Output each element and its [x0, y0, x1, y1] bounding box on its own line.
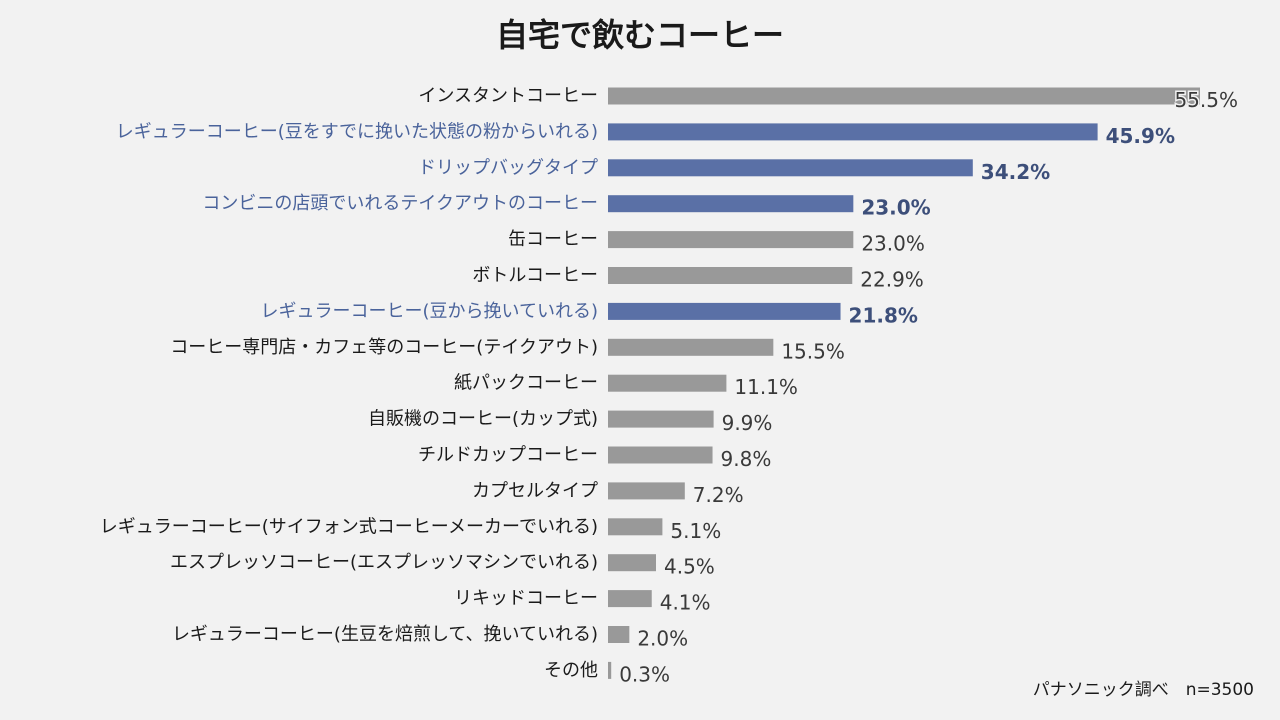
category-label: リキッドコーヒー [454, 588, 598, 609]
category-label: ドリップバッグタイプ [418, 157, 598, 178]
value-label: 0.3% [619, 662, 670, 686]
bar [608, 482, 685, 500]
bar [608, 123, 1098, 141]
category-label: 紙パックコーヒー [454, 373, 598, 394]
value-label: 45.9% [1106, 124, 1175, 148]
bar [608, 554, 656, 572]
category-label: その他 [544, 660, 598, 681]
bar [608, 267, 853, 284]
value-label: 22.9% [860, 268, 924, 292]
category-label: ボトルコーヒー [472, 265, 598, 286]
bar [608, 159, 973, 177]
category-label: コンビニの店頭でいれるテイクアウトのコーヒー [202, 193, 598, 214]
bar [608, 626, 630, 643]
value-label: 9.8% [721, 447, 772, 471]
category-label: チルドカップコーヒー [418, 445, 598, 466]
bar [608, 661, 612, 679]
value-label: 15.5% [781, 339, 845, 363]
category-label: 缶コーヒー [508, 229, 598, 250]
category-label: レギュラーコーヒー(豆をすでに挽いた状態の粉からいれる) [116, 121, 598, 142]
source-note: パナソニック調べ n=3500 [1032, 680, 1254, 700]
bar [608, 87, 1200, 105]
category-label: レギュラーコーヒー(生豆を焙煎して、挽いていれる) [172, 624, 598, 645]
bar [608, 410, 714, 428]
value-label: 55.5% [1174, 88, 1238, 112]
value-label: 7.2% [693, 483, 744, 507]
bar [608, 195, 854, 213]
value-label: 21.8% [849, 303, 918, 327]
value-label: 2.0% [637, 627, 688, 651]
category-label: コーヒー専門店・カフェ等のコーヒー(テイクアウト) [170, 337, 598, 358]
value-label: 11.1% [734, 375, 798, 399]
bar [608, 338, 774, 356]
value-label: 23.0% [861, 232, 925, 256]
chart-title: 自宅で飲むコーヒー [495, 16, 784, 54]
bar [608, 518, 663, 536]
category-label: カプセルタイプ [472, 480, 598, 501]
bar [608, 446, 713, 464]
value-label: 23.0% [861, 196, 930, 220]
value-label: 5.1% [670, 519, 721, 543]
value-label: 9.9% [722, 411, 773, 435]
value-label: 34.2% [981, 160, 1050, 184]
bar [608, 590, 652, 608]
category-label: インスタントコーヒー [418, 86, 598, 107]
value-label: 4.5% [664, 555, 715, 579]
bar [608, 374, 727, 392]
value-label: 4.1% [660, 591, 711, 615]
category-label: エスプレッソコーヒー(エスプレッソマシンでいれる) [170, 552, 598, 573]
category-label: レギュラーコーヒー(豆から挽いていれる) [260, 301, 598, 322]
bar [608, 231, 854, 249]
bar [608, 302, 841, 320]
category-label: 自販機のコーヒー(カップ式) [368, 409, 598, 430]
category-label: レギュラーコーヒー(サイフォン式コーヒーメーカーでいれる) [100, 516, 598, 537]
